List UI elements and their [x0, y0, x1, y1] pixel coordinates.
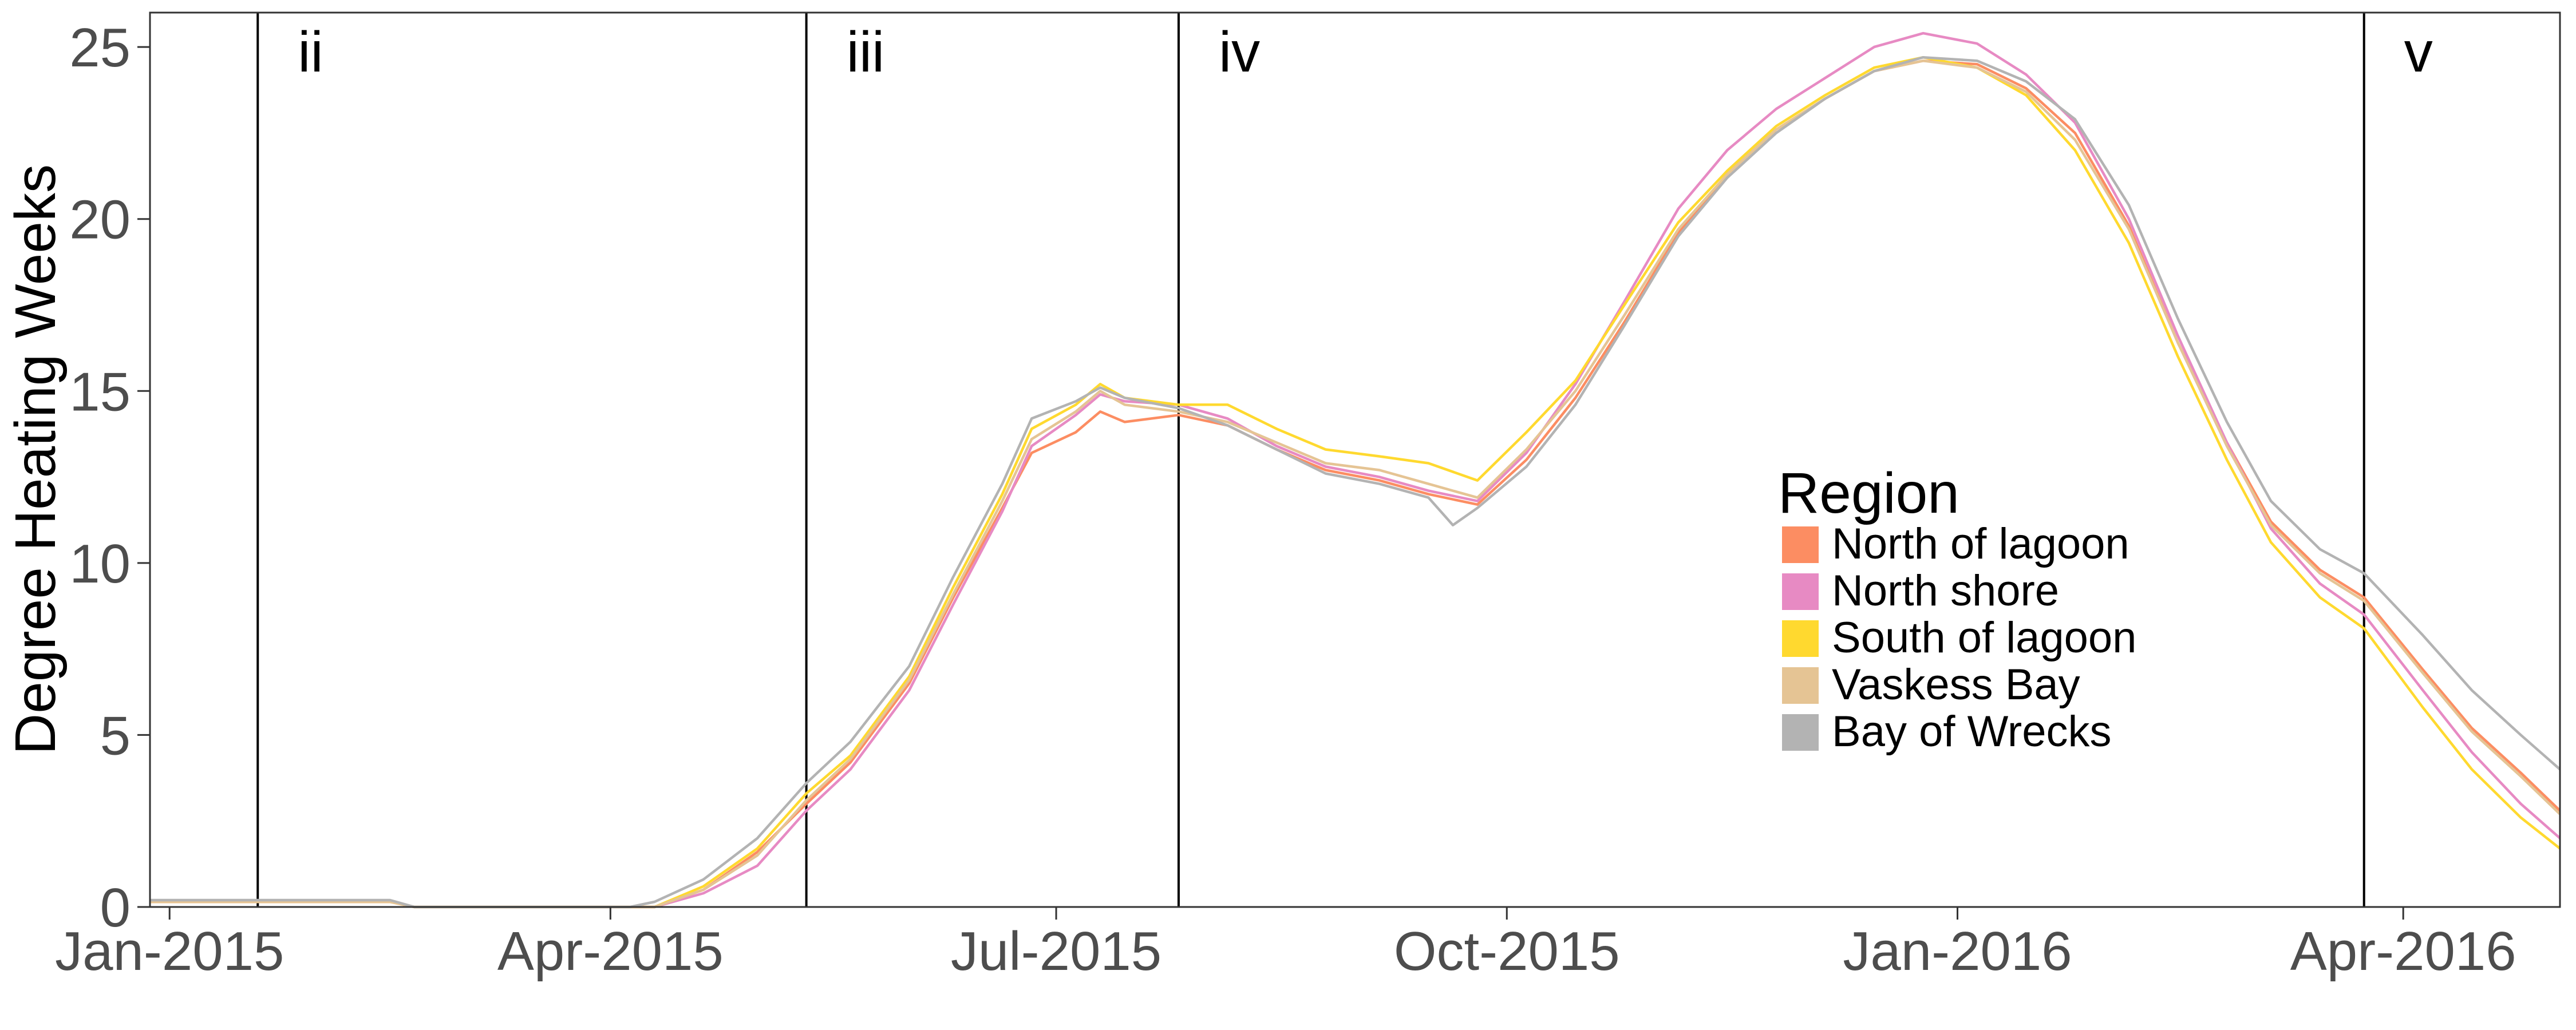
y-axis-title: Degree Heating Weeks: [3, 164, 68, 755]
legend-label-north-shore: North shore: [1832, 566, 2059, 615]
legend-swatch-south-of-lagoon: [1782, 620, 1819, 657]
y-axis: 0 5 10 15 20 25: [69, 17, 150, 938]
y-tick-label: 15: [69, 361, 131, 422]
series-line-south-of-lagoon: [150, 56, 2561, 909]
x-tick-label: Apr-2016: [2290, 921, 2516, 982]
legend-swatch-north-shore: [1782, 573, 1819, 610]
series-lines: [150, 31, 2561, 909]
legend-label-vaskess-bay: Vaskess Bay: [1832, 660, 2080, 709]
period-label-iii: iii: [847, 20, 885, 84]
x-tick-label: Jul-2015: [951, 921, 1161, 982]
period-label-iv: iv: [1219, 20, 1260, 84]
legend-label-bay-of-wrecks: Bay of Wrecks: [1832, 707, 2112, 756]
x-tick-label: Jan-2016: [1843, 921, 2072, 982]
series-line-north-shore: [150, 31, 2561, 909]
legend-swatch-bay-of-wrecks: [1782, 714, 1819, 751]
x-tick-label: Apr-2015: [497, 921, 724, 982]
period-markers: ii iii iv v: [256, 13, 2433, 907]
period-label-v: v: [2404, 20, 2433, 84]
legend-label-north-of-lagoon: North of lagoon: [1832, 520, 2129, 568]
legend-swatch-vaskess-bay: [1782, 667, 1819, 704]
panel-border: [149, 11, 2561, 908]
panel-background: [150, 13, 2560, 907]
legend-title: Region: [1778, 461, 1959, 525]
x-axis: Jan-2015 Apr-2015 Jul-2015 Oct-2015 Jan-2016…: [55, 907, 2516, 982]
legend-label-south-of-lagoon: South of lagoon: [1832, 613, 2136, 662]
y-tick-label: 5: [100, 705, 131, 766]
series-line-vaskess-bay: [150, 59, 2561, 909]
x-tick-label: Oct-2015: [1394, 921, 1620, 982]
series-line-bay-of-wrecks: [150, 56, 2561, 909]
y-tick-label: 0: [100, 877, 131, 938]
y-tick-label: 25: [69, 17, 131, 78]
x-tick-label: Jan-2015: [55, 921, 284, 982]
y-tick-label: 10: [69, 533, 131, 595]
period-label-ii: ii: [298, 20, 323, 84]
legend-swatch-north-of-lagoon: [1782, 526, 1819, 563]
y-tick-label: 20: [69, 189, 131, 251]
